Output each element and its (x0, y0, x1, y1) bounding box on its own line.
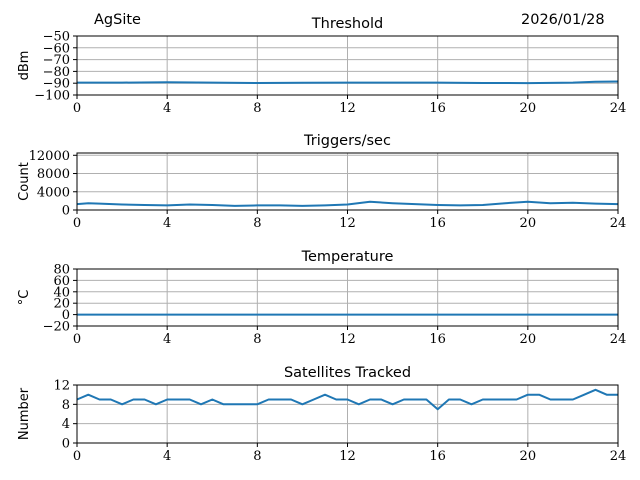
y-tick-label: 4000 (37, 185, 70, 200)
x-tick-label: 16 (429, 449, 446, 464)
x-tick-label: 4 (163, 332, 171, 347)
y-axis-label: dBm (17, 51, 32, 81)
x-tick-label: 12 (339, 449, 356, 464)
y-tick-label: −50 (43, 30, 70, 45)
y-tick-label: −100 (34, 89, 70, 104)
x-tick-label: 20 (520, 449, 537, 464)
x-tick-label: 8 (253, 101, 261, 116)
y-tick-label: −80 (43, 65, 70, 80)
chart-title: Temperature (301, 249, 394, 265)
y-axis-label: Count (17, 162, 32, 201)
y-tick-label: 0 (62, 437, 70, 452)
y-tick-label: 0 (62, 204, 70, 219)
y-tick-label: 0 (62, 308, 70, 323)
report-date: 2026/01/28 (521, 12, 605, 28)
y-tick-label: 8000 (37, 167, 70, 182)
y-tick-label: −60 (43, 41, 70, 56)
series-line (77, 80, 619, 85)
plot-frame (76, 384, 619, 444)
x-tick-label: 20 (520, 101, 537, 116)
x-tick-label: 16 (429, 216, 446, 231)
plot-frame (76, 152, 619, 211)
x-tick-label: 4 (163, 449, 171, 464)
x-tick-label: 8 (253, 449, 261, 464)
y-tick-label: 12 (53, 379, 70, 394)
chart-title: Satellites Tracked (284, 365, 411, 381)
x-tick-label: 8 (253, 332, 261, 347)
y-tick-label: 40 (53, 285, 70, 300)
y-tick-label: 20 (53, 297, 70, 312)
y-axis-label: °C (17, 290, 32, 306)
chart-panel-1: 0 4 8 12 16 20 24 −100−90−80−70−60−50 Threshold d… (17, 16, 626, 116)
chart-panel-2: 0 4 8 12 16 20 24 0 4000 8000 12000 Triggers/sec Cou… (17, 133, 626, 231)
x-tick-label: 24 (610, 101, 627, 116)
site-name: AgSite (94, 12, 141, 28)
x-tick-label: 4 (163, 216, 171, 231)
y-tick-label: −70 (43, 53, 70, 68)
plot-frame (76, 268, 619, 327)
y-tick-label: 12000 (29, 149, 70, 164)
x-tick-label: 16 (429, 332, 446, 347)
y-tick-label: 4 (62, 417, 70, 432)
x-tick-label: 0 (73, 101, 81, 116)
y-tick-label: 60 (53, 274, 70, 289)
x-tick-label: 0 (73, 449, 81, 464)
series-line (76, 200, 619, 207)
chart-panel-4: 0 4 8 12 16 20 24 0 4 8 12 Satellites Tracked Number (17, 365, 626, 464)
x-tick-label: 24 (610, 216, 627, 231)
x-tick-label: 8 (253, 216, 261, 231)
x-tick-label: 16 (429, 101, 446, 116)
y-tick-label: −20 (43, 320, 70, 335)
y-axis-label: Number (17, 387, 32, 440)
x-tick-label: 24 (610, 332, 627, 347)
x-tick-label: 12 (339, 332, 356, 347)
x-tick-label: 12 (339, 101, 356, 116)
series-line (76, 388, 618, 411)
y-tick-label: −90 (43, 77, 70, 92)
chart-title: Threshold (311, 16, 383, 32)
x-tick-label: 20 (520, 332, 537, 347)
chart-title: Triggers/sec (303, 133, 391, 149)
plot-frame (76, 35, 619, 96)
x-tick-label: 12 (339, 216, 356, 231)
y-tick-label: 8 (62, 398, 70, 413)
x-tick-label: 20 (520, 216, 537, 231)
x-tick-label: 24 (610, 449, 627, 464)
y-tick-label: 80 (53, 263, 70, 278)
x-tick-label: 0 (73, 332, 81, 347)
x-tick-label: 0 (73, 216, 81, 231)
x-tick-label: 4 (163, 101, 171, 116)
